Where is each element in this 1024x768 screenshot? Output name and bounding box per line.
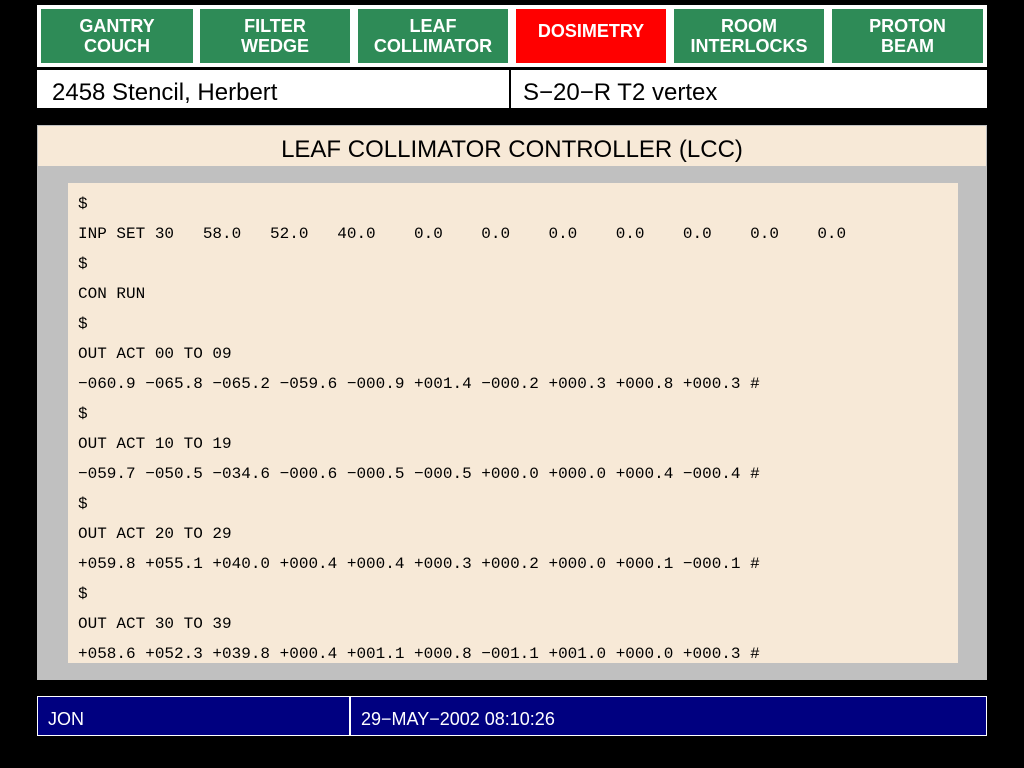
date-time: 29−MAY−2002 08:10:26 (361, 709, 555, 729)
subsystem-tab-bar: GANTRY COUCH FILTER WEDGE LEAF COLLIMATO… (37, 5, 987, 67)
terminal-line: $ (78, 255, 88, 273)
terminal-line: $ (78, 195, 88, 213)
tab-leaf-collimator[interactable]: LEAF COLLIMATOR (358, 9, 508, 63)
terminal-line: OUT ACT 10 TO 19 (78, 435, 232, 453)
lcc-panel: LEAF COLLIMATOR CONTROLLER (LCC) $ INP SE… (37, 125, 987, 680)
terminal-line: $ (78, 495, 88, 513)
tab-filter-wedge[interactable]: FILTER WEDGE (200, 9, 350, 63)
terminal-line: −059.7 −050.5 −034.6 −000.6 −000.5 −000.… (78, 465, 760, 483)
terminal-line: OUT ACT 20 TO 29 (78, 525, 232, 543)
terminal-line: CON RUN (78, 285, 146, 303)
terminal-line: +059.8 +055.1 +040.0 +000.4 +000.4 +000.… (78, 555, 760, 573)
treatment-field-name: S−20−R T2 vertex (523, 79, 718, 106)
status-bar: JON 29−MAY−2002 08:10:26 (37, 696, 987, 736)
terminal-line: $ (78, 585, 88, 603)
terminal-output: $ INP SET 30 58.0 52.0 40.0 0.0 0.0 0.0 0… (68, 183, 958, 663)
terminal-line: $ (78, 315, 88, 333)
operator-name: JON (38, 697, 351, 735)
terminal-line: −060.9 −065.8 −065.2 −059.6 −000.9 +001.… (78, 375, 760, 393)
terminal-line: OUT ACT 30 TO 39 (78, 615, 232, 633)
terminal-lines: $ INP SET 30 58.0 52.0 40.0 0.0 0.0 0.0 0… (78, 189, 846, 663)
patient-info-bar: 2458 Stencil, Herbert S−20−R T2 vertex (37, 70, 987, 108)
tab-room-interlocks[interactable]: ROOM INTERLOCKS (674, 9, 824, 63)
tab-gantry-couch[interactable]: GANTRY COUCH (41, 9, 193, 63)
panel-title: LEAF COLLIMATOR CONTROLLER (LCC) (38, 126, 986, 166)
patient-name: 2458 Stencil, Herbert (37, 70, 511, 108)
terminal-line: INP SET 30 58.0 52.0 40.0 0.0 0.0 0.0 0.… (78, 225, 847, 243)
tab-dosimetry[interactable]: DOSIMETRY (516, 9, 666, 63)
tab-proton-beam[interactable]: PROTON BEAM (832, 9, 983, 63)
terminal-line: +058.6 +052.3 +039.8 +000.4 +001.1 +000.… (78, 645, 760, 663)
terminal-line: OUT ACT 00 TO 09 (78, 345, 232, 363)
terminal-line: $ (78, 405, 88, 423)
